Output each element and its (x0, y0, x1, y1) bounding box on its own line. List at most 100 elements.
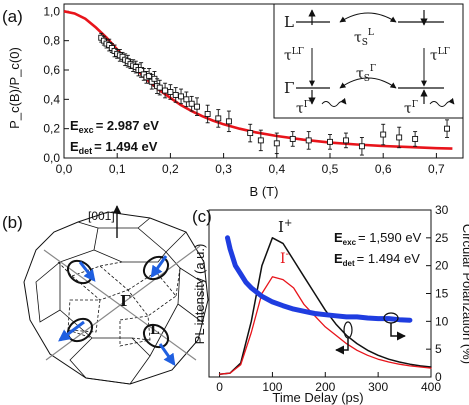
c-xtick-label: 200 (315, 380, 335, 394)
point-marker (194, 103, 200, 110)
a-xtick-label: 0,2 (162, 162, 179, 176)
a-xtick-label: 0,3 (215, 162, 232, 176)
a-xtick-label: 0,7 (428, 162, 445, 176)
panel-a-yticks: 0,0 0,2 0,4 0,6 0,8 1,0 (43, 4, 69, 165)
spin-arrows (58, 255, 176, 366)
data-point (247, 123, 254, 143)
c-xtick-label: 400 (421, 380, 441, 394)
c-xtick-label: 100 (262, 380, 282, 394)
c-ytick-label: 0 (435, 370, 442, 384)
point-marker (183, 96, 190, 103)
point-marker (273, 140, 280, 147)
a-ytick-label: 0,0 (43, 151, 60, 165)
data-point (289, 131, 296, 147)
inset-tauG-left: τΓ (296, 100, 310, 117)
panel-c-curves (218, 235, 432, 375)
inset-frame (273, 3, 464, 119)
inset-tauSL-label: τSL (354, 28, 374, 48)
data-point (380, 123, 387, 146)
l-directions (43, 245, 201, 361)
point-marker (247, 130, 254, 137)
c-ytick-label: 25 (435, 231, 449, 245)
point-marker (343, 137, 349, 144)
c-ytick-label: 20 (435, 259, 449, 273)
panel-a-data-points (98, 32, 450, 156)
c-ytick-label: 15 (435, 287, 449, 301)
inset-emission-right (429, 97, 455, 107)
axis-001-label: [001] (88, 209, 115, 223)
point-marker (188, 100, 195, 107)
point-marker (327, 138, 333, 145)
data-point (343, 132, 349, 149)
inset-tauLG-left: τLΓ (284, 47, 304, 64)
point-marker (178, 93, 184, 100)
data-point (412, 131, 419, 147)
panel-a-ylabel: P_c(B)/P_c(0) (7, 47, 22, 129)
data-point (204, 104, 211, 124)
point-marker (156, 84, 163, 91)
c-xtick-label: 0 (216, 380, 223, 394)
label-I-minus: I- (280, 249, 289, 267)
a-xtick-label: 0,1 (109, 162, 126, 176)
point-marker (225, 118, 232, 125)
c-xtick-label: 300 (368, 380, 388, 394)
inset-emission-left (321, 97, 347, 107)
panel-c-annot-det: Edet = 1.494 eV (334, 251, 420, 268)
a-ytick-label: 0,2 (43, 122, 60, 136)
a-xtick-label: 0,6 (375, 162, 392, 176)
l-valley-label: L (150, 323, 159, 338)
panel-a-annot-det: Edet = 1.494 eV (70, 139, 158, 156)
label-I-plus: I+ (278, 218, 292, 236)
data-point (396, 126, 403, 149)
point-marker (162, 87, 169, 94)
panel-c-ylabel-right: Circular Polarization (%) (460, 224, 469, 364)
inset-tauSL-arrow (339, 12, 397, 23)
point-marker (172, 91, 179, 98)
inset-level-Gamma: Γ (284, 79, 294, 97)
panel-c-xticks: 0 100 200 300 400 (216, 372, 441, 394)
point-marker (167, 89, 174, 95)
polarization-line (225, 235, 413, 323)
inset-level-L: L (284, 13, 294, 31)
a-xtick-label: 0,5 (322, 162, 339, 176)
point-marker (396, 134, 403, 141)
c-ytick-label: 5 (435, 342, 442, 356)
data-point (305, 131, 312, 150)
c-ytick-label: 10 (435, 314, 449, 328)
data-point (327, 134, 333, 150)
c-ytick-label: 30 (435, 203, 449, 217)
a-ytick-label: 1,0 (43, 4, 60, 18)
point-marker (204, 111, 211, 117)
data-point (183, 91, 190, 108)
right-axis-indicator-arrow (390, 323, 406, 341)
point-marker (380, 131, 387, 138)
inset-tauG-right: τΓ (404, 100, 418, 117)
panel-c-label: (c) (192, 207, 212, 226)
intensity-curve-marker (343, 321, 353, 339)
brillouin-zone-edges (35, 217, 203, 385)
panel-a-inset: L τSL Γ τLΓ τLΓ τSΓ (273, 3, 464, 119)
data-point (444, 119, 450, 138)
point-marker (305, 137, 312, 144)
inset-tauSG-label: τSΓ (356, 64, 376, 84)
point-marker (215, 115, 222, 122)
data-point (178, 88, 184, 105)
point-marker (358, 143, 365, 150)
brillouin-zone-outline (23, 211, 209, 385)
a-ytick-label: 0,4 (43, 92, 60, 106)
a-xtick-label: 0,4 (268, 162, 285, 176)
inset-tauSG-arrow (339, 77, 397, 89)
data-point (273, 132, 280, 155)
left-axis-indicator-arrow (335, 338, 349, 355)
data-point (156, 79, 163, 96)
panel-c-ylabel-left: PL intensity (a.u.) (192, 244, 207, 345)
point-marker (289, 135, 296, 142)
panel-c-xlabel: Time Delay (ps) (272, 390, 363, 405)
gamma-point-label: Γ (120, 292, 131, 310)
data-point (194, 97, 200, 116)
panel-a-label: (a) (2, 7, 23, 26)
data-point (358, 137, 365, 156)
panel-c-yticks-right: 0 5 10 15 20 25 30 (426, 203, 449, 384)
I-plus-line (218, 237, 432, 375)
